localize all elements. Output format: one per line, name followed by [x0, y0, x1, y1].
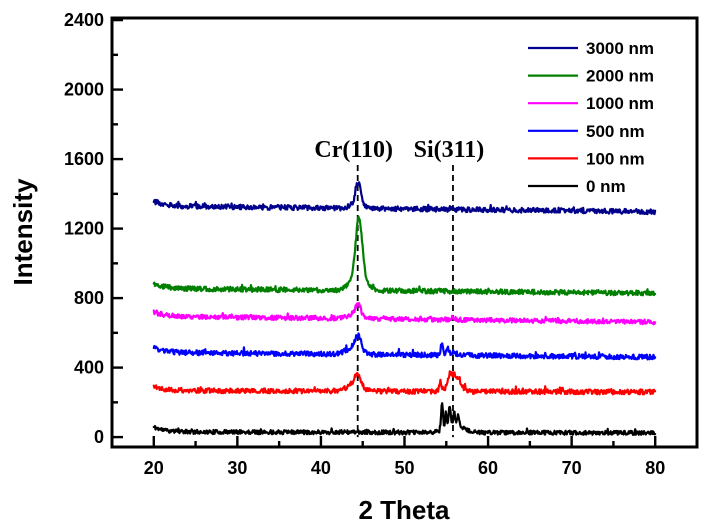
- x-tick-label: 60: [478, 458, 498, 478]
- legend-label: 0 nm: [586, 177, 626, 196]
- y-tick-label: 2000: [64, 80, 104, 100]
- y-tick-label: 1600: [64, 149, 104, 169]
- x-tick-label: 50: [394, 458, 414, 478]
- trace-500-nm: [152, 332, 657, 361]
- trace-0-nm: [152, 402, 657, 436]
- legend-label: 100 nm: [586, 149, 645, 168]
- y-tick-label: 400: [74, 358, 104, 378]
- trace-1000-nm: [152, 302, 657, 326]
- legend-label: 3000 nm: [586, 39, 654, 58]
- x-tick-label: 80: [645, 458, 665, 478]
- trace-3000-nm: [152, 181, 657, 216]
- y-tick-label: 2400: [64, 10, 104, 30]
- legend: 3000 nm 2000 nm 1000 nm 500 nm 100 nm 0 nm: [528, 39, 654, 196]
- annotation-label: Cr(110): [314, 137, 393, 163]
- y-tick-label: 1200: [64, 219, 104, 239]
- axis-ticks: [113, 18, 657, 446]
- y-tick-label: 0: [94, 427, 104, 447]
- trace-2000-nm: [152, 215, 657, 297]
- x-tick-label: 70: [562, 458, 582, 478]
- x-tick-label: 20: [144, 458, 164, 478]
- annotation-dashed-lines: [356, 164, 454, 438]
- legend-label: 1000 nm: [586, 94, 654, 113]
- plot-frame: [110, 16, 699, 449]
- y-axis-title: Intensity: [8, 178, 38, 285]
- xrd-traces: [152, 181, 657, 436]
- x-tick-label: 30: [227, 458, 247, 478]
- x-axis-title: 2 Theta: [358, 495, 450, 525]
- trace-100-nm: [152, 370, 657, 396]
- legend-label: 2000 nm: [586, 67, 654, 86]
- annotation-label: Si(311): [414, 137, 485, 163]
- x-tick-label: 40: [311, 458, 331, 478]
- legend-label: 500 nm: [586, 122, 645, 141]
- y-tick-label: 800: [74, 288, 104, 308]
- peak-annotations: Cr(110) Si(311): [314, 137, 484, 163]
